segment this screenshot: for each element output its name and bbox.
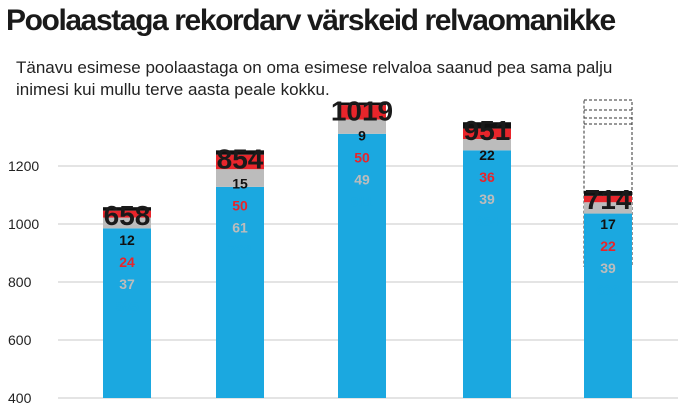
- data-label: 636: [596, 282, 620, 298]
- data-label: 22: [600, 238, 616, 254]
- total-label: 951: [464, 115, 511, 146]
- bar-segment-4: [103, 207, 151, 211]
- data-label: 12: [119, 232, 135, 248]
- data-label: 728: [228, 241, 252, 257]
- bar-segment-4: [338, 102, 386, 106]
- data-label: 49: [354, 171, 370, 187]
- bar-segment-1: [463, 150, 511, 398]
- data-label: 22: [479, 147, 495, 163]
- data-label: 15: [232, 175, 248, 191]
- bar-segment-3: [216, 154, 264, 170]
- y-tick-label: 800: [8, 274, 32, 290]
- total-label: 714: [585, 184, 632, 215]
- chart-title: Poolaastaga rekordarv värskeid relvaoman…: [6, 4, 616, 37]
- data-label: 50: [232, 197, 248, 213]
- bar-segment-3: [338, 105, 386, 120]
- bar-segment-4: [216, 150, 264, 155]
- bar-segment-2: [463, 139, 511, 151]
- bar-segment-3: [463, 128, 511, 140]
- dashed-outline: [583, 99, 633, 267]
- total-label: 658: [104, 200, 151, 231]
- bar-segment-3: [584, 195, 632, 203]
- data-label: 50: [354, 149, 370, 165]
- data-label: 585: [115, 298, 139, 314]
- bar-segment-3: [103, 210, 151, 218]
- bar-segment-1: [584, 213, 632, 398]
- bar-segment-2: [216, 169, 264, 187]
- data-label: 37: [119, 276, 135, 292]
- data-label: 61: [232, 219, 248, 235]
- bar-segment-2: [584, 202, 632, 214]
- bar-segment-1: [216, 186, 264, 398]
- data-label: 854: [475, 213, 499, 229]
- bar-segment-4: [584, 190, 632, 196]
- data-label: 911: [351, 193, 374, 209]
- data-label: 9: [358, 127, 366, 143]
- y-tick-label: 1200: [8, 158, 39, 174]
- bar-segment-2: [338, 119, 386, 134]
- y-tick-label: 400: [8, 390, 32, 406]
- y-tick-label: 1000: [8, 216, 39, 232]
- bar-segment-2: [103, 217, 151, 229]
- bar-segment-1: [103, 228, 151, 398]
- data-label: 39: [479, 191, 495, 207]
- data-label: 36: [479, 169, 495, 185]
- data-label: 24: [119, 254, 135, 270]
- total-label: 854: [217, 143, 264, 174]
- data-label: 39: [600, 260, 616, 276]
- data-label: 17: [600, 216, 616, 232]
- total-label: 1019: [331, 95, 393, 126]
- y-tick-label: 600: [8, 332, 32, 348]
- chart-subtitle: Tänavu esimese poolaastaga on oma esimes…: [16, 58, 613, 99]
- bar-segment-1: [338, 133, 386, 398]
- bar-segment-4: [463, 122, 511, 129]
